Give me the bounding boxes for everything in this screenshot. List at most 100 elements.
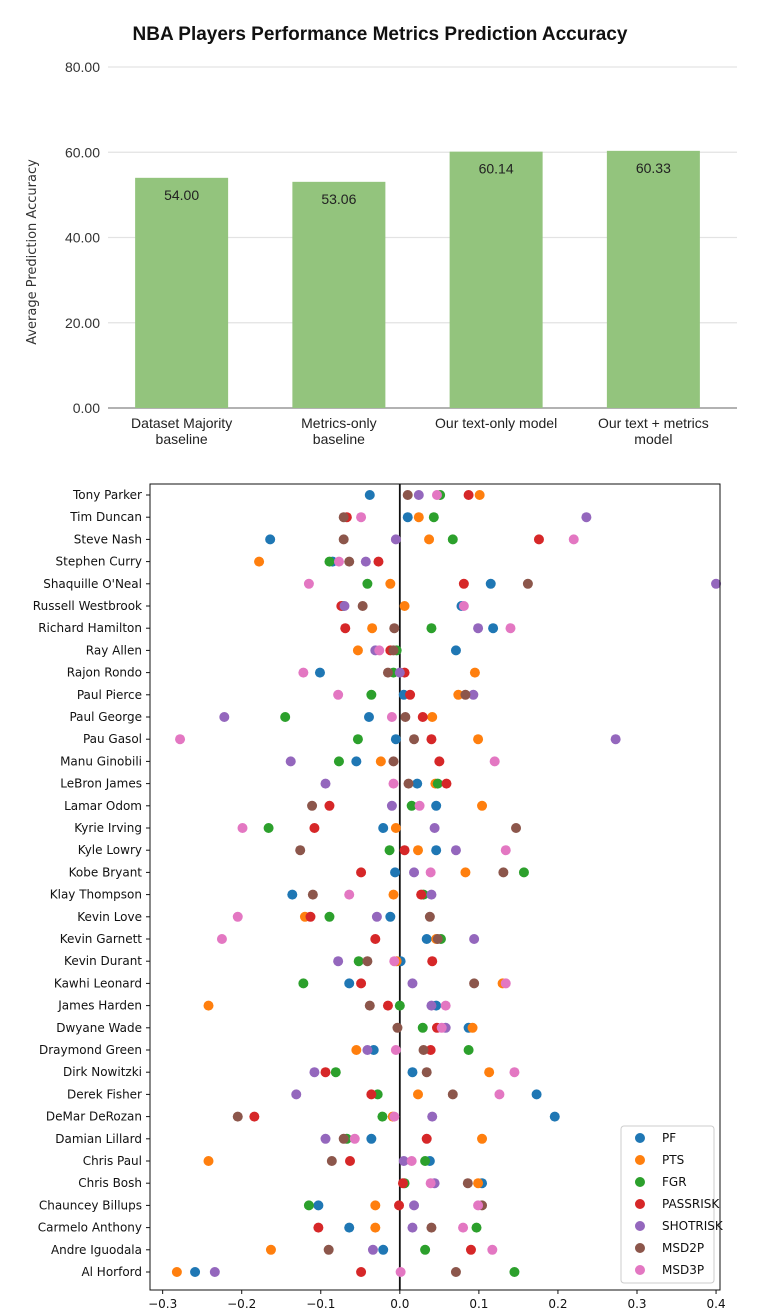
data-point [203, 1156, 214, 1166]
data-point [330, 1067, 341, 1078]
player-label: Klay Thompson [50, 888, 142, 902]
data-point [307, 889, 318, 900]
data-point [427, 956, 438, 967]
y-axis-label: Average Prediction Accuracy [25, 159, 40, 345]
data-point [394, 667, 405, 678]
data-point [353, 956, 364, 967]
player-label: Dwyane Wade [56, 1021, 142, 1035]
data-point [425, 1045, 436, 1055]
data-point [469, 667, 480, 678]
data-point [581, 512, 592, 523]
data-point [339, 601, 350, 611]
player-label: Steve Nash [74, 532, 142, 546]
data-point [364, 490, 375, 500]
data-point [427, 712, 438, 722]
data-point [429, 823, 440, 833]
data-point [303, 578, 314, 589]
player-label: Paul Pierce [77, 688, 142, 702]
data-point [385, 578, 396, 589]
data-point [324, 800, 335, 811]
data-point [384, 845, 395, 856]
data-point [344, 978, 355, 989]
data-point [426, 734, 437, 745]
data-point [432, 778, 443, 789]
category-label: Dataset Majority [131, 415, 232, 431]
data-point [356, 867, 367, 878]
data-point [436, 1022, 447, 1033]
bar-value-label: 60.14 [479, 161, 514, 177]
data-point [417, 712, 428, 722]
data-point [462, 1178, 473, 1189]
data-point [320, 1067, 331, 1078]
data-point [431, 845, 442, 856]
player-label: Paul George [69, 710, 142, 724]
data-point [458, 1222, 469, 1233]
data-point [427, 1111, 438, 1122]
data-point [426, 889, 437, 900]
player-label: Kevin Durant [64, 954, 142, 968]
player-label: Tim Duncan [69, 510, 142, 524]
bar-value-label: 54.00 [164, 187, 199, 203]
data-point [388, 778, 399, 789]
data-point [237, 823, 248, 833]
data-point [394, 1000, 405, 1011]
data-point [303, 1200, 314, 1211]
data-point [370, 1222, 381, 1233]
data-point [340, 623, 351, 634]
player-label: Lamar Odom [64, 799, 142, 813]
data-point [485, 578, 496, 589]
data-point [390, 1045, 401, 1055]
data-point [460, 689, 471, 700]
data-point [263, 823, 274, 833]
player-label: James Harden [57, 999, 142, 1013]
x-tick-label: 0.3 [627, 1297, 646, 1311]
category-label: Our text-only model [435, 415, 557, 431]
data-point [397, 1178, 408, 1189]
bar-value-label: 53.06 [321, 191, 356, 207]
data-point [500, 845, 511, 856]
x-tick-label: −0.2 [227, 1297, 256, 1311]
data-point [366, 689, 377, 700]
data-point [403, 778, 414, 789]
data-point [349, 1133, 360, 1144]
data-point [473, 1200, 484, 1211]
data-point [522, 578, 533, 589]
data-point [338, 512, 349, 523]
data-point [425, 1178, 436, 1189]
player-dot-plot: Tony Parker Tim Duncan Steve Nash Stephen C… [33, 483, 726, 1311]
data-point [407, 978, 418, 989]
legend-box [620, 1125, 715, 1284]
data-point [447, 534, 458, 545]
data-point [390, 823, 401, 833]
data-point [434, 756, 445, 767]
data-point [389, 1111, 400, 1122]
player-label: Kyle Lowry [78, 843, 142, 857]
data-point [338, 1133, 349, 1144]
data-point [424, 911, 435, 922]
series-fgr [263, 490, 529, 1277]
data-point [426, 1222, 437, 1233]
player-label: Carmelo Anthony [38, 1221, 142, 1235]
data-point [399, 845, 410, 856]
data-point [305, 911, 316, 922]
data-point [357, 601, 368, 611]
bar-chart: NBA Players Performance Metrics Predicti… [25, 24, 737, 447]
data-point [509, 1267, 520, 1277]
data-point [395, 1267, 406, 1277]
player-label: Kawhi Leonard [54, 976, 142, 990]
data-point [390, 867, 401, 878]
data-point [373, 556, 384, 567]
data-point [484, 1067, 495, 1078]
data-point [421, 934, 432, 944]
data-point [409, 734, 420, 745]
data-point [351, 756, 362, 767]
data-point [450, 1267, 461, 1277]
data-point [356, 512, 367, 523]
legend-label: PF [662, 1131, 676, 1145]
player-label: LeBron James [60, 777, 142, 791]
data-point [360, 556, 371, 567]
data-point [190, 1267, 201, 1277]
data-point [431, 490, 442, 500]
player-label: Andre Iguodala [51, 1243, 142, 1257]
data-point [392, 1022, 403, 1033]
